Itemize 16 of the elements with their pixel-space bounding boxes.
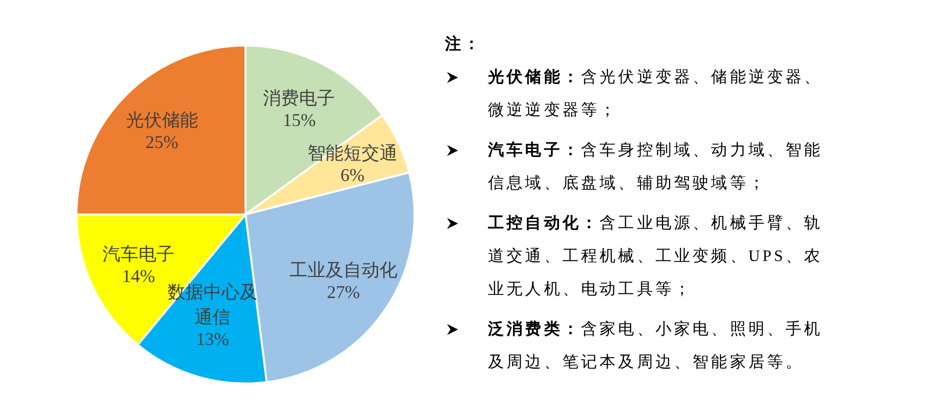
data-label: 13% [196,329,229,350]
data-label: 6% [340,165,365,186]
data-label: 15% [282,110,316,130]
slice-label: 消费电子 [263,88,336,108]
slice-label: 智能短交通 [308,143,398,164]
data-label: 25% [145,132,178,152]
data-label: 27% [326,282,360,302]
text: 汽车电子：含车身控制域、动力域、智能信息域、底盘域、辅助驾驶域等； [487,140,824,194]
text: 光伏储能：含光伏逆变器、储能逆变器、微逆逆变器等； [486,68,824,121]
text: 工控自动化：含工业电源、机械手臂、轨道交通、工程机械、工业变频、UPS、农业无人机、电动工具等； [487,214,824,300]
text: 泛消费类：含家电、小家电、照明、手机及周边、笔记本及周边、智能家居等。 [487,320,824,373]
slice-label: 工业及自动化 [289,260,398,280]
text: 注： [444,34,484,55]
slice-label: 汽车电子 [102,244,174,264]
slice-label: 光伏储能 [126,110,198,130]
data-label: 14% [122,266,155,286]
